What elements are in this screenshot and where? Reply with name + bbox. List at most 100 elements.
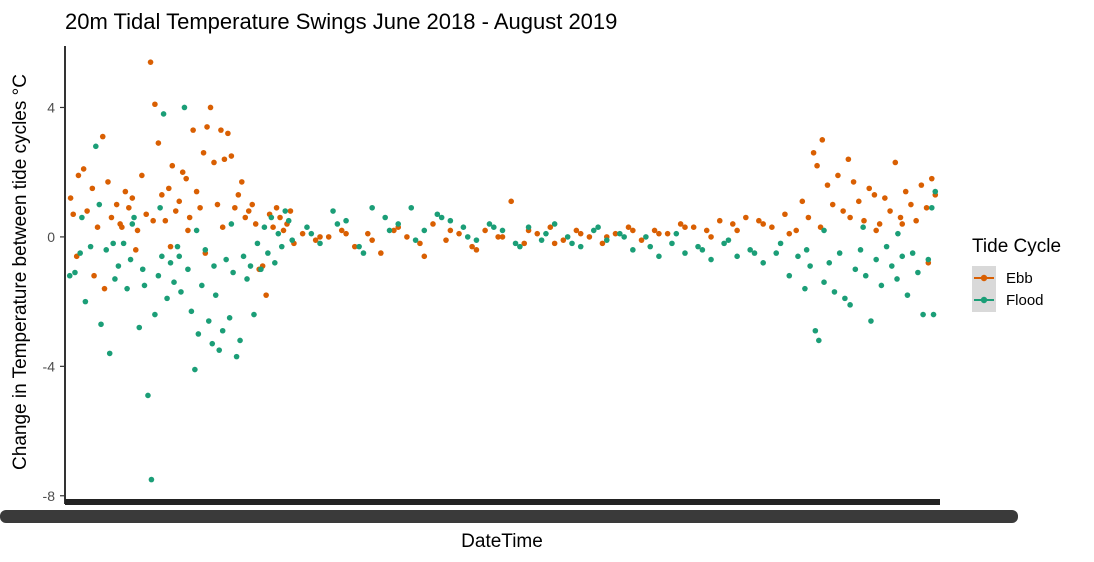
point-ebb xyxy=(221,156,228,163)
point-ebb xyxy=(897,214,904,221)
point-flood xyxy=(139,266,146,273)
point-ebb xyxy=(129,195,136,201)
point-flood xyxy=(434,211,441,218)
point-flood xyxy=(157,204,163,211)
point-flood xyxy=(551,221,558,227)
point-flood xyxy=(920,311,926,318)
point-ebb xyxy=(122,188,129,195)
point-flood xyxy=(821,279,827,286)
point-flood xyxy=(265,250,271,256)
point-flood xyxy=(821,227,827,234)
point-ebb xyxy=(729,221,736,227)
point-flood xyxy=(219,327,226,334)
point-flood xyxy=(212,292,219,298)
point-ebb xyxy=(769,224,775,230)
point-ebb xyxy=(664,230,671,237)
point-flood xyxy=(915,269,921,276)
point-flood xyxy=(928,204,935,211)
point-ebb xyxy=(760,221,766,227)
point-ebb xyxy=(612,230,619,237)
point-ebb xyxy=(150,217,156,224)
point-ebb xyxy=(70,211,77,218)
point-flood xyxy=(699,247,706,253)
point-flood xyxy=(630,247,636,253)
point-flood xyxy=(129,221,136,227)
point-ebb xyxy=(756,217,762,224)
point-flood xyxy=(66,272,73,279)
legend-dot-ebb xyxy=(980,274,988,282)
point-ebb xyxy=(443,237,449,243)
point-flood xyxy=(807,263,813,269)
point-ebb xyxy=(89,185,96,192)
point-flood xyxy=(360,250,367,256)
point-ebb xyxy=(708,234,714,240)
point-flood xyxy=(721,240,727,247)
point-ebb xyxy=(734,227,740,234)
point-ebb xyxy=(369,237,375,243)
point-ebb xyxy=(159,192,165,198)
point-ebb xyxy=(421,253,428,260)
point-ebb xyxy=(473,247,480,253)
point-flood xyxy=(669,240,675,247)
point-flood xyxy=(193,227,200,234)
point-flood xyxy=(777,240,784,247)
point-flood xyxy=(223,256,229,263)
point-ebb xyxy=(805,214,812,221)
point-flood xyxy=(110,240,116,247)
point-flood xyxy=(72,269,78,276)
point-flood xyxy=(272,259,278,266)
point-flood xyxy=(889,263,895,269)
point-flood xyxy=(847,302,853,308)
point-ebb xyxy=(155,140,162,146)
legend: Tide Cycle Ebb Flood xyxy=(972,236,1061,312)
point-ebb xyxy=(799,198,806,205)
point-ebb xyxy=(277,214,283,221)
point-flood xyxy=(334,221,341,227)
point-flood xyxy=(308,230,315,237)
point-flood xyxy=(247,263,254,269)
point-flood xyxy=(862,272,869,279)
point-flood xyxy=(577,243,584,250)
point-flood xyxy=(564,234,571,240)
point-ebb xyxy=(690,224,697,230)
point-flood xyxy=(826,259,833,266)
point-ebb xyxy=(242,214,249,221)
point-ebb xyxy=(235,192,242,198)
point-flood xyxy=(103,247,110,253)
point-ebb xyxy=(219,224,226,230)
point-ebb xyxy=(814,162,820,169)
point-ebb xyxy=(918,182,925,188)
point-flood xyxy=(408,204,415,211)
point-flood xyxy=(932,188,939,195)
point-flood xyxy=(188,308,195,315)
point-ebb xyxy=(287,208,294,214)
point-flood xyxy=(202,247,209,253)
point-ebb xyxy=(132,247,139,253)
point-ebb xyxy=(577,230,584,237)
point-flood xyxy=(131,214,137,221)
point-ebb xyxy=(143,211,150,218)
point-flood xyxy=(258,266,264,273)
point-flood xyxy=(438,214,445,221)
point-flood xyxy=(278,243,285,250)
point-flood xyxy=(356,243,362,250)
point-ebb xyxy=(521,240,528,247)
point-flood xyxy=(237,337,243,344)
point-flood xyxy=(883,243,890,250)
point-flood xyxy=(621,234,627,240)
point-flood xyxy=(695,243,701,250)
point-flood xyxy=(760,259,766,266)
point-ebb xyxy=(190,127,196,133)
point-flood xyxy=(251,311,257,318)
point-flood xyxy=(786,272,793,279)
point-flood xyxy=(96,201,103,208)
point-flood xyxy=(836,250,843,256)
point-ebb xyxy=(447,227,454,234)
x-tick-labels-band xyxy=(0,510,1018,523)
point-flood xyxy=(275,230,282,237)
point-flood xyxy=(412,237,419,243)
point-ebb xyxy=(351,243,358,250)
point-flood xyxy=(289,237,296,243)
point-ebb xyxy=(84,208,90,214)
point-flood xyxy=(167,259,174,266)
